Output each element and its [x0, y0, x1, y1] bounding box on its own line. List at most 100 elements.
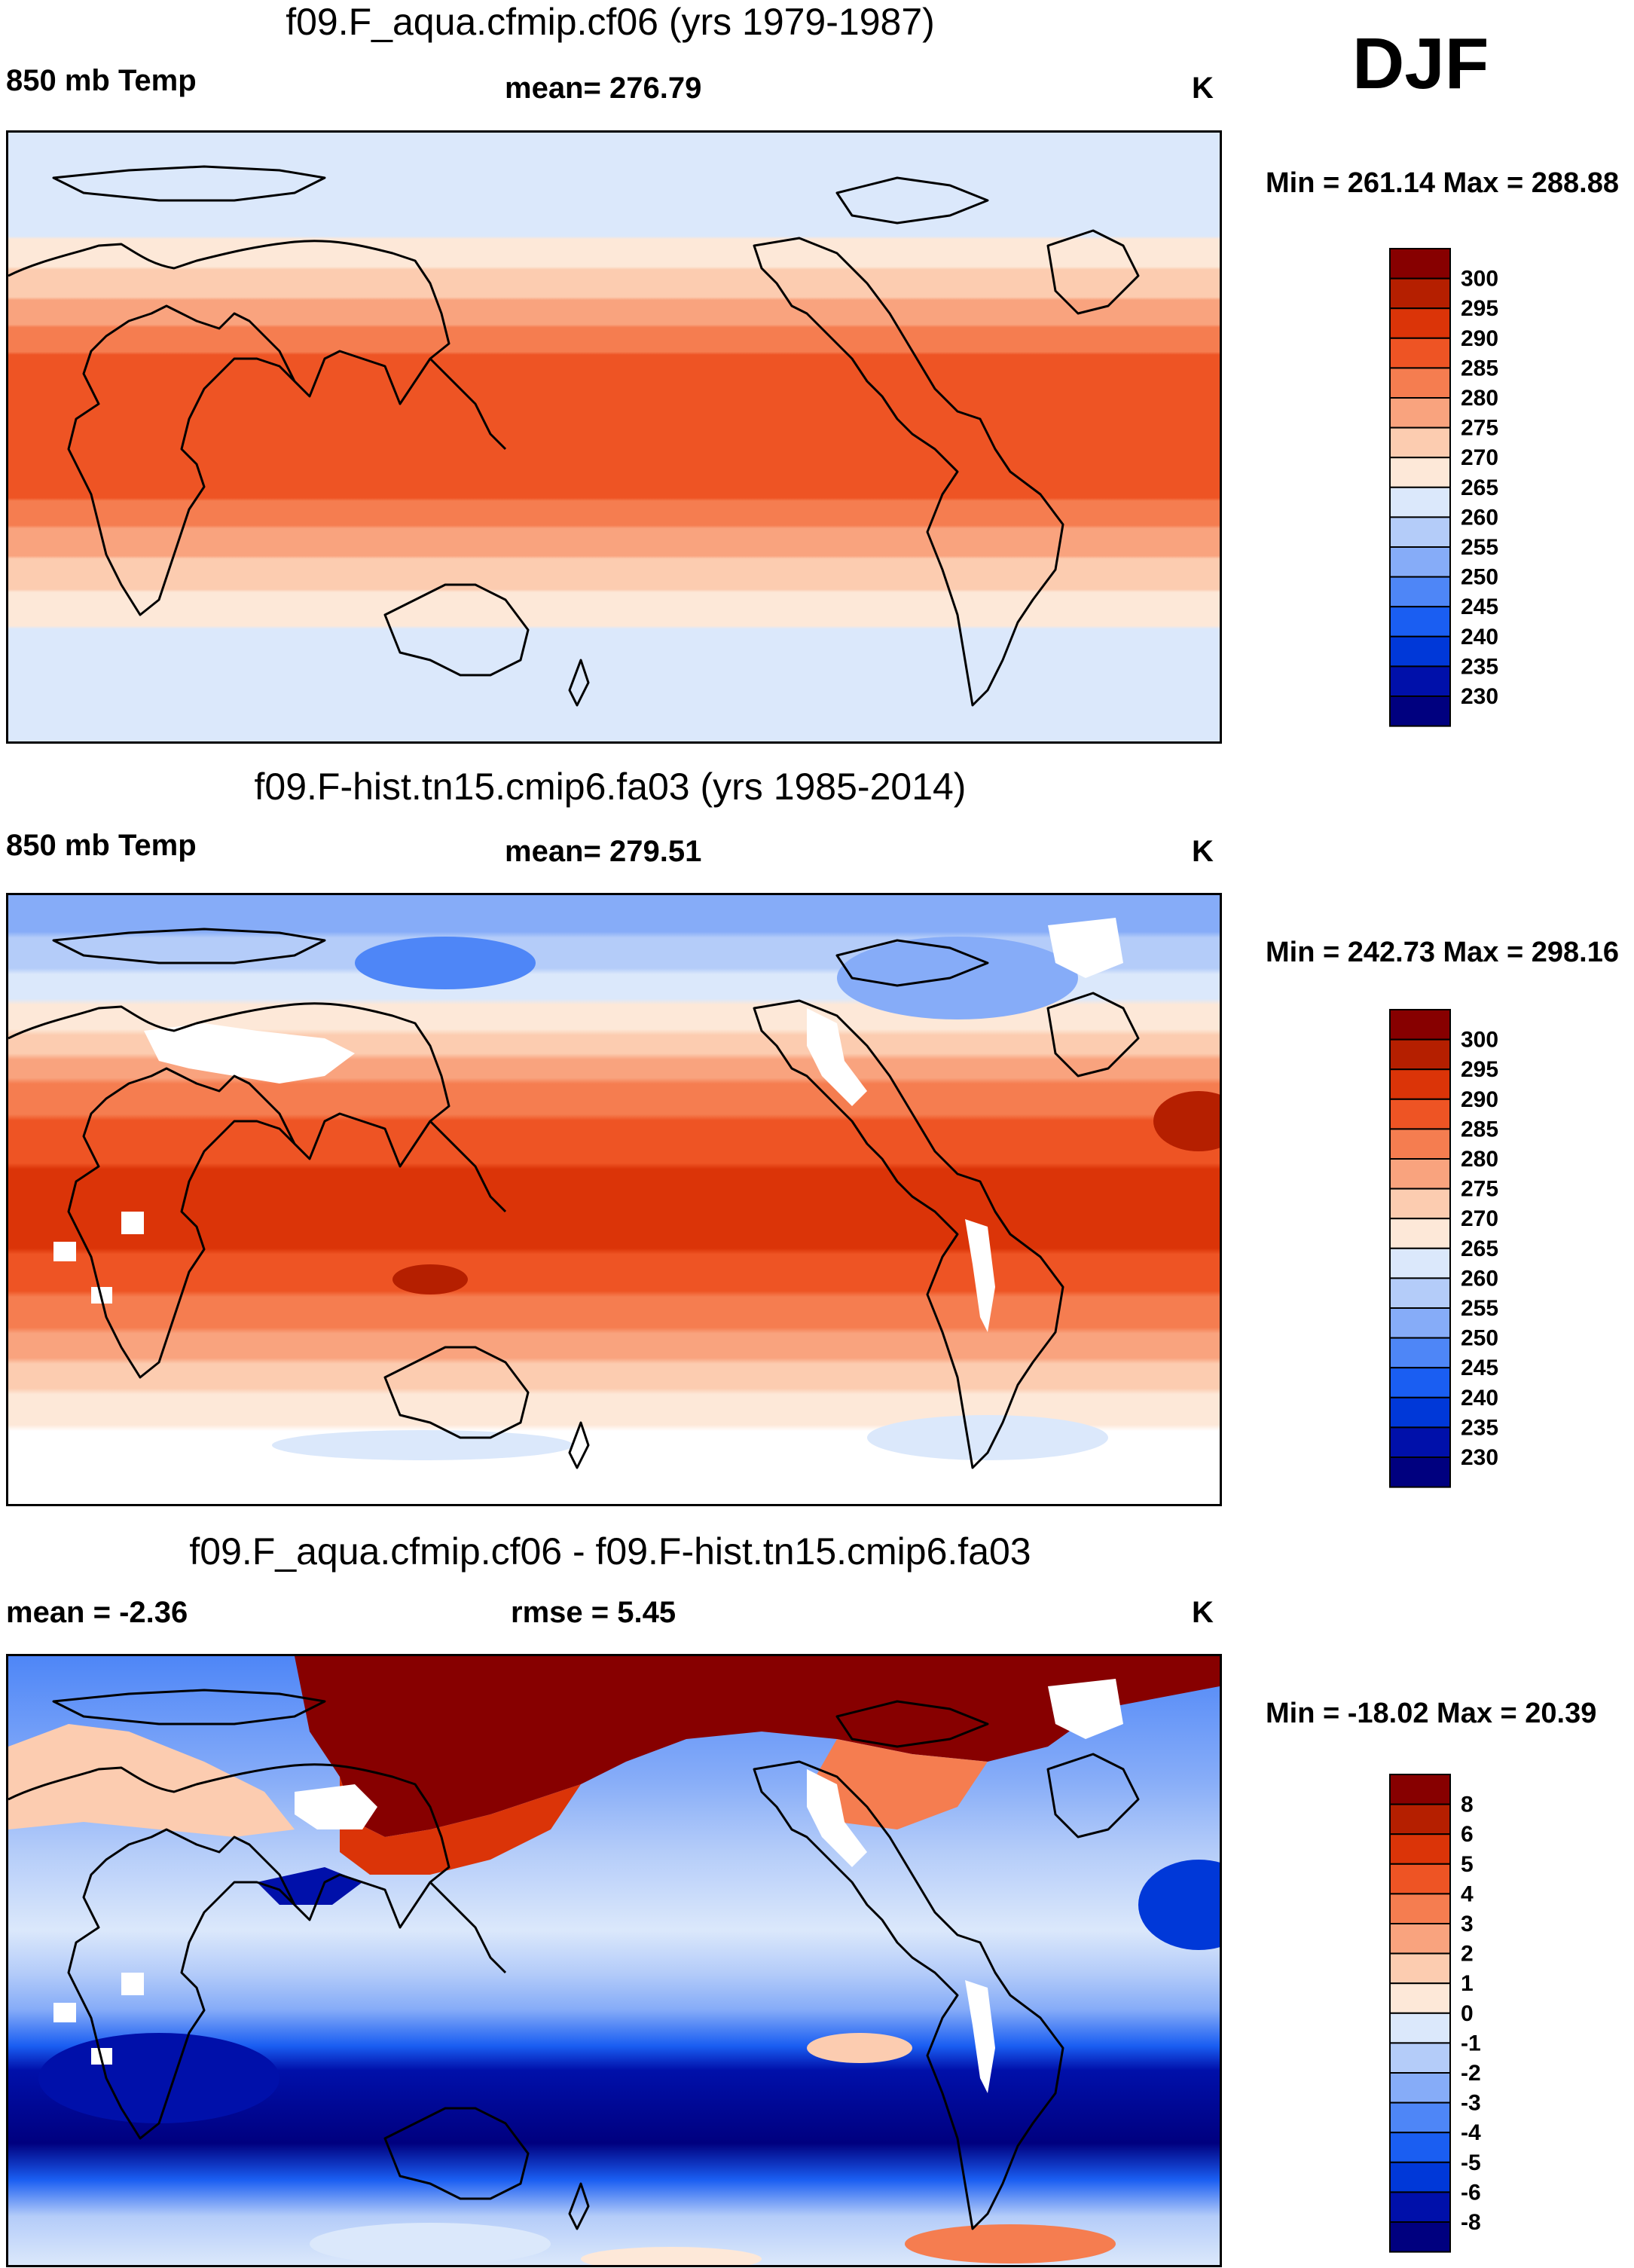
season-label: DJF	[1352, 23, 1489, 104]
panel1-colorbar-box	[1389, 277, 1451, 310]
panel2-colorbar-tick-label: 265	[1461, 1236, 1498, 1261]
panel3-colorbar-tick-label: 1	[1461, 1971, 1474, 1996]
panel3-colorbar-box	[1389, 1952, 1451, 1985]
panel2-colorbar-tick-label: 295	[1461, 1057, 1498, 1082]
panel2-colorbar-tick-label: 300	[1461, 1028, 1498, 1053]
panel2-colorbar-svg: 300 295 290 285 280 275 270 265 260 255 250 245 240 2…	[1389, 1009, 1498, 1488]
panel1-colorbar-box	[1389, 307, 1451, 339]
panel3-colorbar-tick-label: 6	[1461, 1822, 1474, 1847]
panel3-colorbar-box	[1389, 1893, 1451, 1924]
panel3-field-features	[8, 1656, 1220, 2265]
panel2-colorbar-box	[1389, 1247, 1451, 1279]
panel2-colorbar-tick-label: 240	[1461, 1386, 1498, 1411]
panel3-mean-label: mean = -2.36	[6, 1596, 188, 1629]
panel1-colorbar-box	[1389, 546, 1451, 578]
panel1-colorbar-tick-label: 235	[1461, 654, 1498, 679]
panel1-colorbar-tick-label: 240	[1461, 625, 1498, 650]
panel3-colorbar-box	[1389, 1803, 1451, 1835]
panel3-coastlines	[8, 1689, 1140, 2230]
panel2-colorbar-box	[1389, 1456, 1451, 1488]
panel2-colorbar-tick-label: 230	[1461, 1445, 1498, 1470]
panel3-colorbar-box	[1389, 1863, 1451, 1895]
panel2-colorbar-box	[1389, 1098, 1451, 1130]
panel3-minmax-label: Min = -18.02 Max = 20.39	[1266, 1698, 1597, 1729]
panel1-colorbar-box	[1389, 516, 1451, 548]
panel1-colorbar-box	[1389, 248, 1451, 280]
panel2-field-features	[53, 918, 1220, 1460]
panel1-colorbar-box	[1389, 606, 1451, 637]
panel3-colorbar-box	[1389, 1923, 1451, 1955]
panel1-coastlines	[8, 165, 1140, 707]
panel3-rmse-label: rmse = 5.45	[511, 1596, 677, 1629]
panel1-colorbar-box	[1389, 457, 1451, 488]
panel2-units-label: K	[1192, 835, 1214, 868]
panel1-colorbar-box	[1389, 367, 1451, 399]
panel2-colorbar-box	[1389, 1307, 1451, 1339]
panel1-colorbar-tick-label: 295	[1461, 296, 1498, 321]
panel1-colorbar-tick-label: 300	[1461, 267, 1498, 292]
panel2-colorbar-box	[1389, 1367, 1451, 1398]
panel3-map	[6, 1654, 1222, 2267]
panel2-colorbar-tick-label: 255	[1461, 1296, 1498, 1321]
panel2-colorbar-tick-label: 235	[1461, 1415, 1498, 1440]
panel2-colorbar-box	[1389, 1158, 1451, 1190]
panel3-colorbar-tick-label: 0	[1461, 2001, 1474, 2026]
panel1-colorbar-box	[1389, 695, 1451, 727]
panel3-colorbar-box	[1389, 2191, 1451, 2224]
panel2-colorbar-tick-label: 280	[1461, 1147, 1498, 1172]
panel1-colorbar-tick-label: 280	[1461, 386, 1498, 411]
panel2-colorbar-box	[1389, 1218, 1451, 1249]
panel3-colorbar-tick-label: 4	[1461, 1881, 1474, 1906]
panel2-colorbar-box	[1389, 1277, 1451, 1309]
panel2-title: f09.F-hist.tn15.cmip6.fa03 (yrs 1985-201…	[254, 766, 967, 808]
panel3-colorbar-svg: 8 6 5 4 3 2 1 0 -1 -2 -3 -4 -5 -6 -8	[1389, 1774, 1481, 2253]
panel3-colorbar-tick-label: -4	[1461, 2120, 1481, 2145]
panel1-map	[6, 130, 1222, 744]
panel2-mean-label: mean= 279.51	[505, 835, 702, 868]
panel1-units-label: K	[1192, 72, 1214, 105]
panel3-colorbar-tick-label: 3	[1461, 1912, 1474, 1936]
panel1-colorbar-svg: 300 295 290 285 280 275 270 265 260 255 250 245 240 2…	[1389, 248, 1498, 727]
panel3-colorbar-tick-label: 8	[1461, 1793, 1474, 1817]
panel1-mean-label: mean= 276.79	[505, 72, 702, 105]
panel2-colorbar-tick-label: 285	[1461, 1117, 1498, 1142]
panel2-colorbar-box	[1389, 1068, 1451, 1100]
panel1-minmax-label: Min = 261.14 Max = 288.88	[1266, 167, 1619, 199]
panel3-colorbar-tick-label: -3	[1461, 2091, 1481, 2116]
panel3-colorbar-tick-label: -1	[1461, 2031, 1481, 2056]
panel2-colorbar-box	[1389, 1187, 1451, 1220]
panel3-colorbar-tick-label: 2	[1461, 1942, 1474, 1967]
panel2-colorbar-tick-label: 275	[1461, 1177, 1498, 1202]
panel3-colorbar-box	[1389, 1982, 1451, 2014]
panel3-colorbar-box	[1389, 2101, 1451, 2134]
panel3-colorbar: 8 6 5 4 3 2 1 0 -1 -2 -3 -4 -5 -6 -8	[1389, 1774, 1510, 2257]
panel1-colorbar-tick-label: 290	[1461, 326, 1498, 351]
panel1-colorbar-tick-label: 260	[1461, 505, 1498, 530]
panel1-colorbar-tick-label: 265	[1461, 475, 1498, 500]
panel3-colorbar-box	[1389, 2132, 1451, 2163]
panel2-colorbar-tick-label: 250	[1461, 1326, 1498, 1351]
panel1-colorbar-tick-label: 250	[1461, 565, 1498, 590]
panel2-colorbar-box	[1389, 1426, 1451, 1459]
panel3-colorbar-box	[1389, 2012, 1451, 2044]
panel1-colorbar-box	[1389, 397, 1451, 429]
panel1-variable-label: 850 mb Temp	[6, 64, 197, 97]
panel2-colorbar-box	[1389, 1128, 1451, 1160]
panel3-colorbar-box	[1389, 2161, 1451, 2193]
panel2-colorbar-tick-label: 260	[1461, 1266, 1498, 1291]
panel1-colorbar-tick-label: 230	[1461, 684, 1498, 709]
panel3-colorbar-box	[1389, 1833, 1451, 1865]
panel1-colorbar-box	[1389, 486, 1451, 518]
panel2-colorbar-box	[1389, 1396, 1451, 1429]
panel2-colorbar-tick-label: 290	[1461, 1087, 1498, 1112]
panel1-colorbar-box	[1389, 665, 1451, 698]
panel3-colorbar-tick-label: -2	[1461, 2061, 1481, 2086]
panel3-colorbar-tick-label: 5	[1461, 1852, 1474, 1877]
panel2-variable-label: 850 mb Temp	[6, 829, 197, 862]
panel1-colorbar-box	[1389, 576, 1451, 608]
panel2-map	[6, 893, 1222, 1506]
panel2-coastlines	[8, 928, 1140, 1469]
panel2-colorbar-box	[1389, 1337, 1451, 1369]
panel3-colorbar-box	[1389, 2221, 1451, 2253]
panel3-colorbar-box	[1389, 1774, 1451, 1805]
